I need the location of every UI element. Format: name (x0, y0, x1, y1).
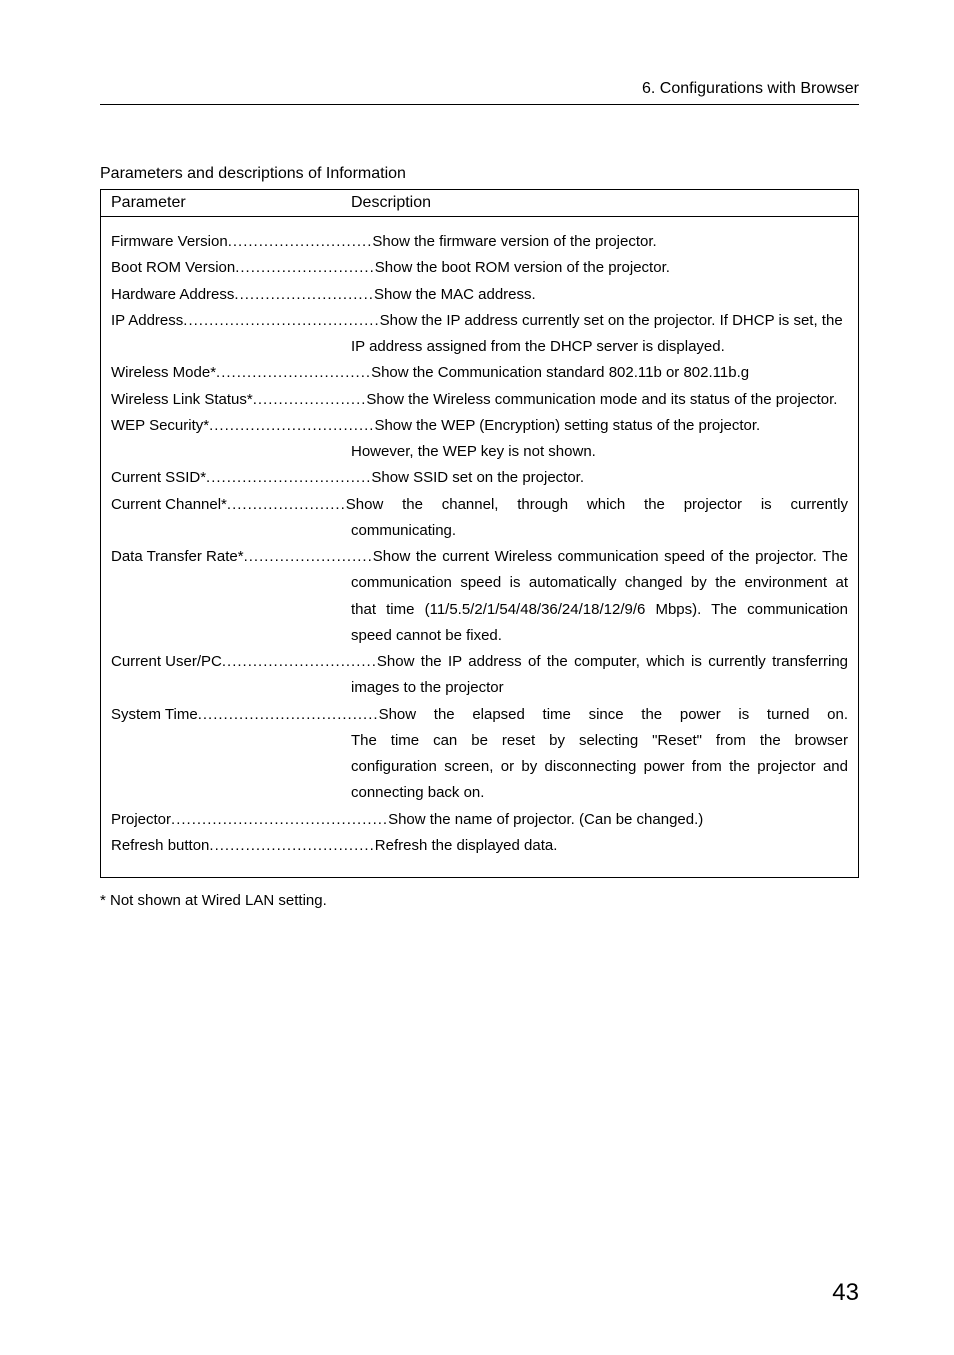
table-row: Hardware Address .......................… (111, 282, 848, 308)
section-title: Parameters and descriptions of Informati… (100, 165, 859, 183)
parameter-description-cont: connecting back on. (111, 780, 848, 806)
parameter-description-cont: configuration screen, or by disconnectin… (111, 754, 848, 780)
parameter-description-cont: communication speed is automatically cha… (111, 570, 848, 596)
parameter-name: Wireless Mode* (111, 360, 216, 386)
parameter-name: Current User/PC (111, 649, 222, 675)
parameter-description-cont: speed cannot be fixed. (111, 623, 848, 649)
parameter-name: Wireless Link Status* (111, 387, 253, 413)
parameter-description: Show the IP address currently set on the… (380, 308, 848, 334)
leader-dots: .............................. (222, 649, 377, 675)
parameter-name: Boot ROM Version (111, 255, 235, 281)
table-row: Boot ROM Version .......................… (111, 255, 848, 281)
leader-dots: ......................... (244, 544, 373, 570)
table-row: Current SSID* ..........................… (111, 465, 848, 491)
parameter-description: Show the name of projector. (Can be chan… (388, 807, 848, 833)
leader-dots: ................................ (209, 833, 374, 859)
leader-dots: ...................................... (183, 308, 379, 334)
parameter-table: Parameter Description Firmware Version .… (100, 189, 859, 878)
leader-dots: ........................................… (171, 807, 388, 833)
parameter-name: Data Transfer Rate* (111, 544, 244, 570)
table-row: Wireless Link Status* ..................… (111, 387, 848, 413)
parameter-description: Refresh the displayed data. (375, 833, 848, 859)
chapter-header: 6. Configurations with Browser (100, 80, 859, 105)
parameter-name: Refresh button (111, 833, 209, 859)
table-header-row: Parameter Description (101, 190, 858, 217)
table-row: Current Channel* .......................… (111, 492, 848, 518)
leader-dots: ................................ (206, 465, 371, 491)
parameter-description: Show the elapsed time since the power is… (379, 702, 848, 728)
parameter-description: Show the IP address of the computer, whi… (377, 649, 848, 675)
parameter-name: WEP Security* (111, 413, 209, 439)
table-row: System Time ............................… (111, 702, 848, 728)
parameter-description: Show SSID set on the projector. (371, 465, 848, 491)
table-row: Wireless Mode* .........................… (111, 360, 848, 386)
parameter-name: Current SSID* (111, 465, 206, 491)
column-header-description: Description (351, 194, 848, 212)
parameter-description: Show the WEP (Encryption) setting status… (374, 413, 848, 439)
parameter-description: Show the Wireless communication mode and… (366, 387, 848, 413)
leader-dots: ...................... (253, 387, 367, 413)
table-row: WEP Security* ..........................… (111, 413, 848, 439)
leader-dots: ........................... (234, 282, 374, 308)
table-row: Projector ..............................… (111, 807, 848, 833)
table-row: Refresh button .........................… (111, 833, 848, 859)
parameter-description-cont: images to the projector (111, 675, 848, 701)
column-header-parameter: Parameter (111, 194, 351, 212)
parameter-description-cont: However, the WEP key is not shown. (111, 439, 848, 465)
parameter-description: Show the firmware version of the project… (372, 229, 848, 255)
parameter-description-cont: that time (11/5.5/2/1/54/48/36/24/18/12/… (111, 597, 848, 623)
page-number: 43 (832, 1279, 859, 1307)
table-row: Current User/PC ........................… (111, 649, 848, 675)
parameter-description: Show the boot ROM version of the project… (375, 255, 848, 281)
leader-dots: ............................ (228, 229, 373, 255)
table-row: Data Transfer Rate* ....................… (111, 544, 848, 570)
parameter-description-cont: The time can be reset by selecting "Rese… (111, 728, 848, 754)
parameter-name: Firmware Version (111, 229, 228, 255)
parameter-description: Show the channel, through which the proj… (346, 492, 848, 518)
parameter-description: Show the MAC address. (374, 282, 848, 308)
parameter-description: Show the Communication standard 802.11b … (371, 360, 848, 386)
leader-dots: ....................... (227, 492, 346, 518)
parameter-name: Current Channel* (111, 492, 227, 518)
footnote: * Not shown at Wired LAN setting. (100, 892, 859, 909)
parameter-name: System Time (111, 702, 198, 728)
leader-dots: .............................. (216, 360, 371, 386)
parameter-name: Hardware Address (111, 282, 234, 308)
leader-dots: ................................ (209, 413, 374, 439)
parameter-description-cont: communicating. (111, 518, 848, 544)
parameter-name: IP Address (111, 308, 183, 334)
parameter-name: Projector (111, 807, 171, 833)
leader-dots: ................................... (198, 702, 379, 728)
leader-dots: ........................... (235, 255, 375, 281)
table-body: Firmware Version .......................… (101, 217, 858, 877)
parameter-description-cont: IP address assigned from the DHCP server… (111, 334, 848, 360)
parameter-description: Show the current Wireless communication … (373, 544, 848, 570)
table-row: IP Address .............................… (111, 308, 848, 334)
table-row: Firmware Version .......................… (111, 229, 848, 255)
chapter-title: 6. Configurations with Browser (642, 80, 859, 97)
document-page: 6. Configurations with Browser Parameter… (0, 0, 954, 909)
